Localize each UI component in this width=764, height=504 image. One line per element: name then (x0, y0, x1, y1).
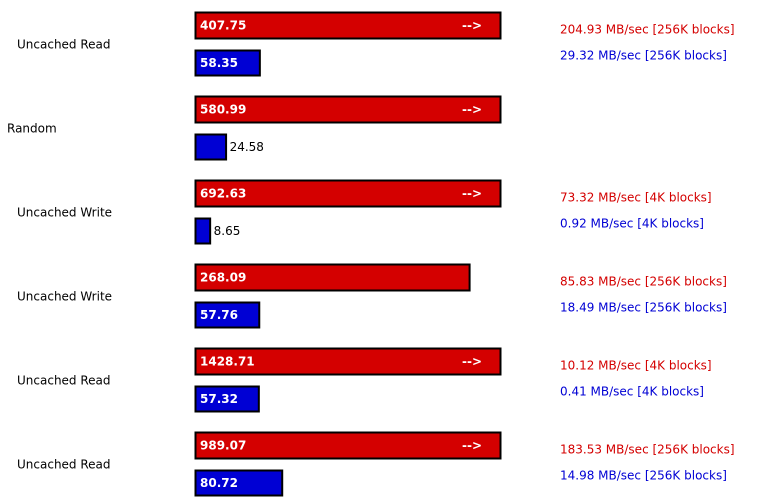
group-label: Uncached Read (17, 38, 111, 52)
bar (194, 95, 502, 124)
rate-label: 18.49 MB/sec [256K blocks] (560, 301, 727, 315)
overflow-arrow: --> (462, 19, 482, 33)
rate-label: 10.12 MB/sec [4K blocks] (560, 359, 712, 373)
value-label: 268.09 (200, 271, 246, 285)
group-label: Uncached Write (17, 206, 112, 220)
bar (194, 133, 228, 161)
bar (194, 11, 502, 40)
group-label: Uncached Read (17, 458, 111, 472)
overflow-arrow: --> (462, 187, 482, 201)
rate-label: 204.93 MB/sec [256K blocks] (560, 23, 735, 37)
overflow-arrow: --> (462, 439, 482, 453)
bar (194, 217, 212, 245)
value-label: 80.72 (200, 476, 238, 490)
overflow-arrow: --> (462, 103, 482, 117)
rate-label: 73.32 MB/sec [4K blocks] (560, 191, 712, 205)
value-label: 57.32 (200, 392, 238, 406)
rate-label: 183.53 MB/sec [256K blocks] (560, 443, 735, 457)
value-label: 8.65 (214, 224, 241, 238)
value-label: 1428.71 (200, 355, 255, 369)
bar (194, 469, 284, 497)
value-label: 24.58 (230, 140, 264, 154)
bar (194, 385, 260, 413)
value-label: 580.99 (200, 103, 246, 117)
value-label: 692.63 (200, 187, 246, 201)
value-label: 58.35 (200, 56, 238, 70)
bar (194, 347, 502, 376)
bar (194, 49, 261, 77)
rate-label: 85.83 MB/sec [256K blocks] (560, 275, 727, 289)
overflow-arrow: --> (462, 355, 482, 369)
value-label: 989.07 (200, 439, 246, 453)
value-label: 57.76 (200, 308, 238, 322)
rate-label: 0.41 MB/sec [4K blocks] (560, 385, 704, 399)
group-label: Uncached Read (17, 374, 111, 388)
bar (194, 301, 261, 329)
rate-label: 29.32 MB/sec [256K blocks] (560, 49, 727, 63)
value-label: 407.75 (200, 19, 246, 33)
group-label: Uncached Write (17, 290, 112, 304)
bar (194, 431, 502, 460)
rate-label: 0.92 MB/sec [4K blocks] (560, 217, 704, 231)
rate-label: 14.98 MB/sec [256K blocks] (560, 469, 727, 483)
bar (194, 263, 471, 292)
bar (194, 179, 502, 208)
group-label: Random (7, 122, 57, 136)
